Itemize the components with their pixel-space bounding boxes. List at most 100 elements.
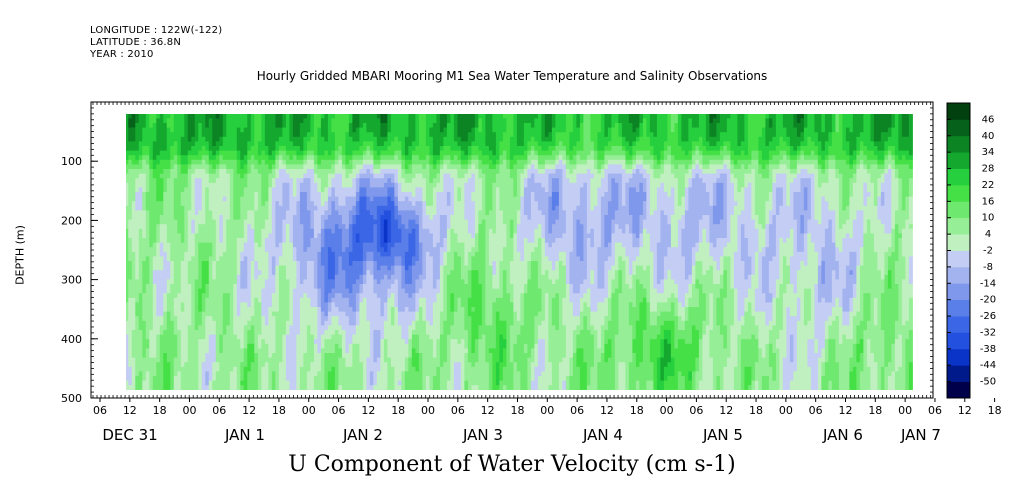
heatmap-cell: [380, 242, 385, 248]
heatmap-cell: [303, 150, 308, 156]
heatmap-cell: [397, 146, 402, 152]
heatmap-cell: [320, 141, 325, 147]
heatmap-cell: [128, 238, 133, 244]
heatmap-cell: [184, 242, 189, 248]
heatmap-cell: [215, 251, 220, 257]
heatmap-cell: [170, 192, 175, 198]
heatmap-cell: [149, 325, 154, 331]
heatmap-cell: [226, 261, 231, 267]
heatmap-cell: [261, 219, 266, 225]
heatmap-cell: [184, 159, 189, 165]
heatmap-cell: [282, 150, 287, 156]
heatmap-cell: [366, 132, 371, 138]
heatmap-cell: [324, 330, 329, 336]
heatmap-cell: [380, 205, 385, 211]
heatmap-cell: [317, 123, 322, 129]
heatmap-cell: [271, 164, 276, 170]
heatmap-cell: [327, 366, 332, 372]
heatmap-cell: [292, 316, 297, 322]
heatmap-cell: [135, 182, 140, 188]
heatmap-cell: [177, 265, 182, 271]
heatmap-cell: [194, 173, 199, 179]
heatmap-cell: [355, 357, 360, 363]
heatmap-cell: [306, 159, 311, 165]
heatmap-cell: [320, 127, 325, 133]
heatmap-cell: [338, 348, 343, 354]
heatmap-cell: [366, 192, 371, 198]
heatmap-cell: [142, 118, 147, 124]
heatmap-cell: [184, 247, 189, 253]
heatmap-cell: [331, 141, 336, 147]
heatmap-cell: [243, 164, 248, 170]
heatmap-cell: [212, 366, 217, 372]
heatmap-cell: [373, 316, 378, 322]
heatmap-cell: [142, 274, 147, 280]
heatmap-cell: [240, 178, 245, 184]
heatmap-cell: [198, 159, 203, 165]
heatmap-cell: [131, 219, 136, 225]
heatmap-cell: [152, 279, 157, 285]
heatmap-cell: [138, 316, 143, 322]
heatmap-cell: [149, 366, 154, 372]
heatmap-cell: [282, 389, 287, 390]
heatmap-cell: [184, 265, 189, 271]
heatmap-cell: [355, 210, 360, 216]
heatmap-cell: [254, 210, 259, 216]
heatmap-cell: [257, 380, 262, 386]
heatmap-cell: [159, 348, 164, 354]
heatmap-cell: [135, 132, 140, 138]
heatmap-cell: [198, 279, 203, 285]
heatmap-cell: [355, 164, 360, 170]
heatmap-cell: [226, 270, 231, 276]
heatmap-cell: [282, 320, 287, 326]
heatmap-cell: [373, 339, 378, 345]
heatmap-cell: [208, 371, 213, 377]
heatmap-cell: [278, 302, 283, 308]
heatmap-cell: [348, 325, 353, 331]
heatmap-cell: [285, 205, 290, 211]
heatmap-cell: [303, 265, 308, 271]
heatmap-cell: [126, 150, 129, 156]
heatmap-cell: [331, 362, 336, 368]
heatmap-cell: [149, 141, 154, 147]
heatmap-cell: [163, 118, 168, 124]
heatmap-cell: [205, 141, 210, 147]
heatmap-cell: [271, 261, 276, 267]
heatmap-cell: [299, 251, 304, 257]
heatmap-cell: [285, 274, 290, 280]
heatmap-cell: [261, 201, 266, 207]
heatmap-cell: [317, 224, 322, 230]
heatmap-cell: [264, 196, 269, 202]
heatmap-cell: [208, 146, 213, 152]
heatmap-cell: [135, 288, 140, 294]
heatmap-cell: [313, 265, 318, 271]
heatmap-cell: [243, 205, 248, 211]
heatmap-cell: [215, 288, 220, 294]
heatmap-cell: [240, 307, 245, 313]
heatmap-cell: [278, 353, 283, 359]
heatmap-cell: [173, 182, 178, 188]
heatmap-cell: [380, 219, 385, 225]
heatmap-cell: [222, 284, 227, 290]
heatmap-cell: [271, 270, 276, 276]
heatmap-cell: [208, 136, 213, 142]
heatmap-cell: [240, 325, 245, 331]
heatmap-cell: [219, 228, 224, 234]
heatmap-cell: [401, 132, 406, 138]
heatmap-cell: [257, 215, 262, 221]
heatmap-cell: [341, 316, 346, 322]
heatmap-cell: [327, 146, 332, 152]
heatmap-cell: [387, 320, 392, 326]
heatmap-cell: [128, 353, 133, 359]
heatmap-cell: [156, 141, 161, 147]
heatmap-cell: [219, 205, 224, 211]
heatmap-cell: [355, 261, 360, 267]
heatmap-cell: [194, 343, 199, 349]
heatmap-cell: [173, 284, 178, 290]
heatmap-cell: [156, 187, 161, 193]
heatmap-cell: [285, 182, 290, 188]
heatmap-cell: [352, 228, 357, 234]
heatmap-cell: [261, 279, 266, 285]
heatmap-cell: [282, 228, 287, 234]
heatmap-cell: [380, 169, 385, 175]
